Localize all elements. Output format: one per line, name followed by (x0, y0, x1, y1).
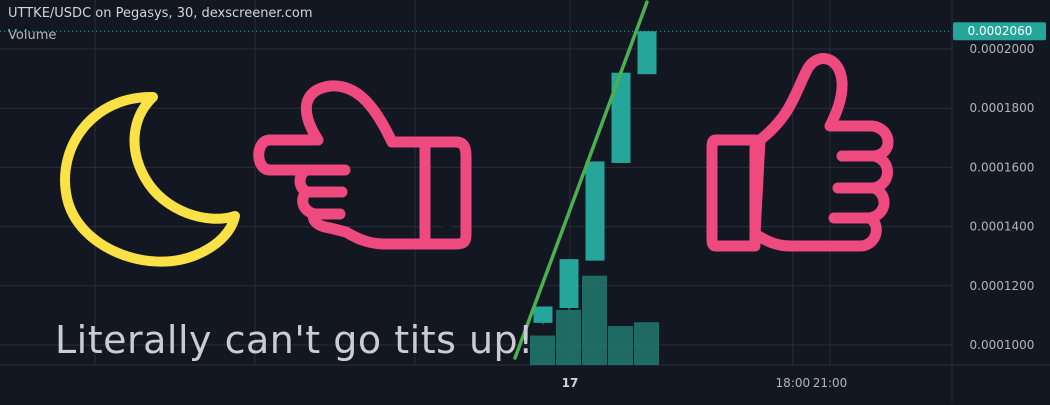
candle-body[interactable] (533, 306, 553, 323)
pointing-hand-cuff-dot (440, 214, 454, 228)
volume-bar (634, 322, 659, 365)
thumbs-up-cuff-dot (726, 210, 740, 224)
volume-label: Volume (8, 28, 57, 43)
candle-body[interactable] (611, 72, 631, 163)
time-axis[interactable]: 17 18:00 21:00 (562, 376, 848, 390)
price-tick-label: 0.0001000 (970, 338, 1035, 352)
price-tick-label: 0.0001200 (970, 279, 1035, 293)
volume-layer (530, 275, 659, 365)
volume-bar (582, 275, 607, 365)
crescent-moon-icon (60, 91, 240, 267)
volume-bar (608, 326, 633, 365)
time-tick-label: 18:00 (776, 376, 811, 390)
time-tick-label: 21:00 (813, 376, 848, 390)
thumbs-up-icon (706, 53, 894, 252)
pointing-hand-icon (253, 80, 472, 250)
candle-body[interactable] (559, 259, 579, 308)
trendline[interactable] (513, 0, 649, 360)
last-price-label: 0.0002060 (968, 24, 1033, 38)
volume-bar (530, 335, 555, 365)
meme-caption: Literally can't go tits up! (55, 318, 534, 362)
time-tick-label: 17 (562, 376, 579, 390)
price-tick-label: 0.0001400 (970, 220, 1035, 234)
price-axis[interactable]: 0.0002000 0.0001800 0.0001600 0.0001400 0.00… (970, 42, 1035, 352)
candle-body[interactable] (637, 31, 657, 75)
candle-body[interactable] (585, 161, 605, 261)
volume-bar (556, 309, 581, 365)
price-tick-label: 0.0001600 (970, 160, 1035, 174)
price-tick-label: 0.0002000 (970, 42, 1035, 56)
candle-layer (533, 31, 657, 325)
last-price-tag: 0.0002060 (953, 22, 1046, 41)
chart-title: UTTKE/USDC on Pegasys, 30, dexscreener.c… (8, 6, 313, 21)
price-tick-label: 0.0001800 (970, 101, 1035, 115)
